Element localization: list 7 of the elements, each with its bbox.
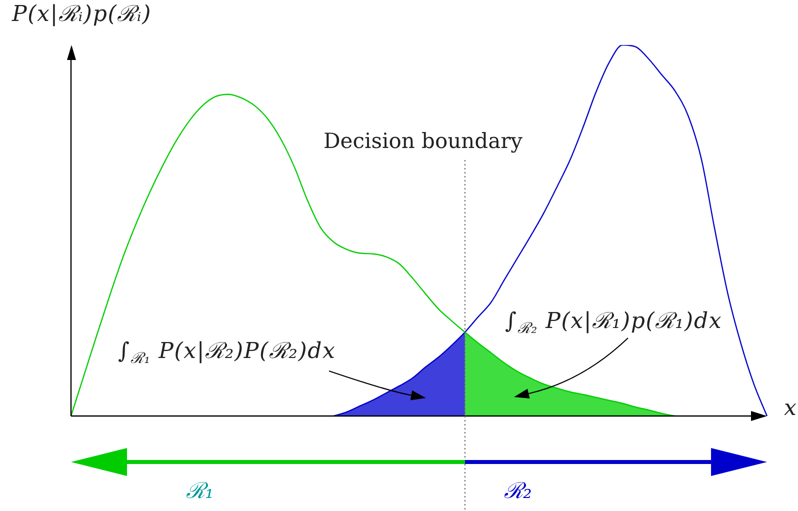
annotation: ∫$_{ℛ₁}$ P(x|ℛ₂)P(ℛ₂)dx (118, 339, 336, 368)
x-axis-title: x (784, 396, 796, 422)
text: ℛ₁ (186, 479, 214, 504)
y-axis-title: P(x|ℛᵢ)p(ℛᵢ) (12, 2, 152, 28)
annotation: ∫$_{ℛ₂}$ P(x|ℛ₁)p(ℛ₁)dx (505, 309, 722, 338)
annotation: Decision boundary (323, 129, 523, 154)
text: ℛ₂ (504, 479, 532, 504)
